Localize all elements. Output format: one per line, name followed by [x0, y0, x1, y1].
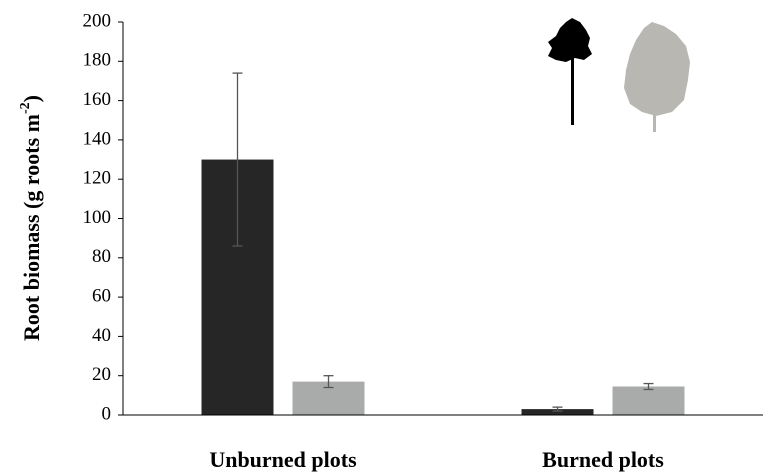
chart: Root biomass (g roots m-2) 0 20 40 60 80 100 1… [0, 0, 764, 474]
y-label-sup: -2 [18, 102, 33, 114]
y-tick-label: 180 [83, 50, 112, 71]
bar [613, 387, 685, 415]
x-tick-label: Unburned plots [209, 447, 357, 472]
birch-icon [624, 22, 690, 132]
y-tick-label: 160 [83, 89, 112, 110]
y-tick-label: 140 [83, 128, 112, 149]
y-tick-label: 120 [83, 168, 112, 189]
y-tick-label: 20 [92, 364, 111, 385]
y-label-main: Root biomass (g roots m [19, 114, 44, 341]
y-tick-label: 200 [83, 10, 112, 31]
pine-icon [548, 18, 592, 125]
page: {"chart_data": {"type": "bar", "y_label"… [0, 0, 764, 474]
y-axis-label: Root biomass (g roots m-2) [18, 95, 44, 341]
y-tick-label: 100 [83, 207, 112, 228]
y-tick-label: 40 [92, 325, 111, 346]
y-label-end: ) [19, 95, 44, 102]
y-tick-label: 80 [92, 246, 111, 267]
y-tick-label: 0 [102, 403, 112, 424]
y-tick-label: 60 [92, 285, 111, 306]
x-tick-label: Burned plots [542, 447, 664, 472]
